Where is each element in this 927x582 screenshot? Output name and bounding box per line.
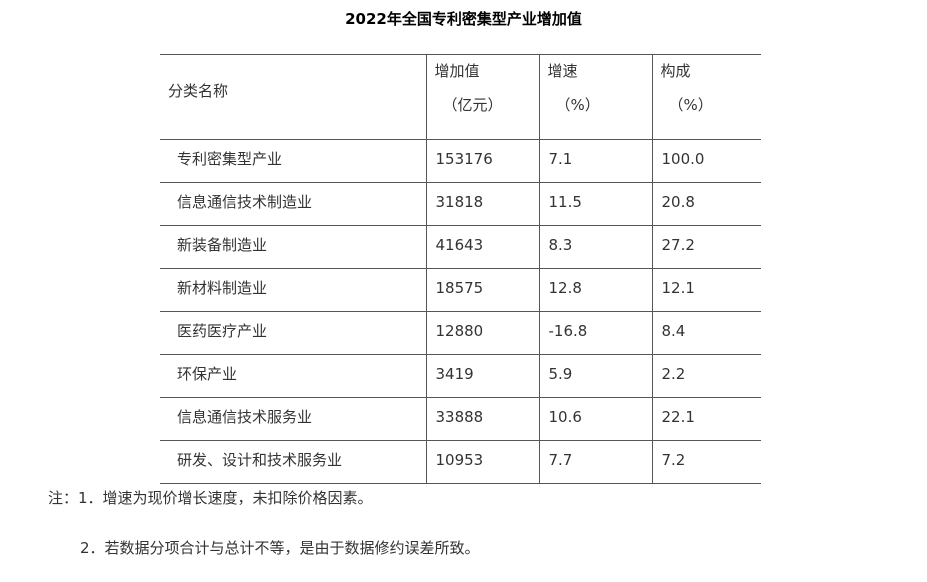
row-share-cell: 20.8: [651, 182, 761, 226]
row-growth-cell: 10.6: [538, 397, 652, 441]
table-row: 信息通信技术制造业 31818 11.5 20.8: [160, 182, 761, 226]
header-share-label: 构成: [660, 62, 691, 80]
row-growth-cell: 7.7: [538, 440, 652, 484]
table-row: 医药医疗产业 12880 -16.8 8.4: [160, 311, 761, 355]
row-value-cell: 33888: [425, 397, 539, 441]
row-share: 22.1: [661, 408, 695, 426]
header-value-label: 增加值: [434, 62, 480, 80]
row-growth-cell: 8.3: [538, 225, 652, 269]
row-category-name-cell: 医药医疗产业: [160, 311, 426, 355]
footnote-2: 2．若数据分项合计与总计不等，是由于数据修约误差所致。: [80, 539, 480, 557]
header-name-cell: 分类名称: [160, 54, 426, 140]
row-category-name-cell: 专利密集型产业: [160, 139, 426, 183]
row-growth-cell: 12.8: [538, 268, 652, 312]
row-growth: 7.1: [548, 150, 573, 168]
row-share: 20.8: [661, 193, 695, 211]
row-value: 12880: [435, 322, 484, 340]
table-row: 研发、设计和技术服务业 10953 7.7 7.2: [160, 440, 761, 484]
table-row: 新装备制造业 41643 8.3 27.2: [160, 225, 761, 269]
row-value: 3419: [435, 365, 474, 383]
row-growth: 12.8: [548, 279, 582, 297]
row-share-cell: 2.2: [651, 354, 761, 398]
row-category-name-cell: 研发、设计和技术服务业: [160, 440, 426, 484]
row-share-cell: 100.0: [651, 139, 761, 183]
row-value-cell: 41643: [425, 225, 539, 269]
row-growth: -16.8: [548, 322, 588, 340]
row-value-cell: 31818: [425, 182, 539, 226]
header-value-unit: （亿元）: [442, 96, 503, 114]
row-share-cell: 7.2: [651, 440, 761, 484]
row-share: 27.2: [661, 236, 695, 254]
row-value: 31818: [435, 193, 484, 211]
row-share-cell: 8.4: [651, 311, 761, 355]
row-value-cell: 10953: [425, 440, 539, 484]
table-row: 新材料制造业 18575 12.8 12.1: [160, 268, 761, 312]
table-row: 信息通信技术服务业 33888 10.6 22.1: [160, 397, 761, 441]
row-growth: 11.5: [548, 193, 582, 211]
row-growth: 5.9: [548, 365, 573, 383]
row-growth-cell: 5.9: [538, 354, 652, 398]
footnote-1: 注：1．增速为现价增长速度，未扣除价格因素。: [48, 489, 373, 507]
row-category-name: 新装备制造业: [177, 236, 268, 254]
row-category-name: 新材料制造业: [177, 279, 268, 297]
row-category-name-cell: 环保产业: [160, 354, 426, 398]
row-share-cell: 12.1: [651, 268, 761, 312]
row-share-cell: 27.2: [651, 225, 761, 269]
row-value-cell: 18575: [425, 268, 539, 312]
industry-value-table: 分类名称 增加值 （亿元） 增速 （%） 构成 （%） 专利密集型产业 15317…: [160, 54, 761, 484]
row-share: 2.2: [661, 365, 686, 383]
row-category-name-cell: 信息通信技术制造业: [160, 182, 426, 226]
table-row: 专利密集型产业 153176 7.1 100.0: [160, 139, 761, 183]
row-value: 10953: [435, 451, 484, 469]
row-growth-cell: 7.1: [538, 139, 652, 183]
header-name: 分类名称: [168, 82, 229, 100]
row-value: 18575: [435, 279, 484, 297]
header-share-cell: 构成 （%）: [651, 54, 761, 140]
row-category-name: 研发、设计和技术服务业: [177, 451, 343, 469]
row-growth: 10.6: [548, 408, 582, 426]
page-title: 2022年全国专利密集型产业增加值: [345, 10, 582, 28]
row-value: 33888: [435, 408, 484, 426]
row-category-name: 环保产业: [177, 365, 238, 383]
row-growth: 8.3: [548, 236, 573, 254]
row-share: 12.1: [661, 279, 695, 297]
row-category-name-cell: 新装备制造业: [160, 225, 426, 269]
row-value-cell: 12880: [425, 311, 539, 355]
row-value-cell: 3419: [425, 354, 539, 398]
row-category-name-cell: 新材料制造业: [160, 268, 426, 312]
row-value-cell: 153176: [425, 139, 539, 183]
header-growth-unit: （%）: [555, 96, 600, 114]
row-share: 7.2: [661, 451, 686, 469]
row-category-name: 信息通信技术制造业: [177, 193, 313, 211]
header-growth-label: 增速: [547, 62, 578, 80]
row-category-name: 专利密集型产业: [177, 150, 283, 168]
row-share-cell: 22.1: [651, 397, 761, 441]
header-share-unit: （%）: [668, 96, 713, 114]
row-category-name-cell: 信息通信技术服务业: [160, 397, 426, 441]
row-category-name: 医药医疗产业: [177, 322, 268, 340]
row-share: 100.0: [661, 150, 705, 168]
row-growth: 7.7: [548, 451, 573, 469]
row-value: 41643: [435, 236, 484, 254]
table-row: 环保产业 3419 5.9 2.2: [160, 354, 761, 398]
row-value: 153176: [435, 150, 493, 168]
row-growth-cell: 11.5: [538, 182, 652, 226]
row-share: 8.4: [661, 322, 686, 340]
row-category-name: 信息通信技术服务业: [177, 408, 313, 426]
table-header-row: 分类名称 增加值 （亿元） 增速 （%） 构成 （%）: [160, 54, 761, 140]
table-body: 专利密集型产业 153176 7.1 100.0 信息通信技术制造业 31818 11.5 2…: [160, 139, 761, 484]
header-value-cell: 增加值 （亿元）: [425, 54, 539, 140]
header-growth-cell: 增速 （%）: [538, 54, 652, 140]
row-growth-cell: -16.8: [538, 311, 652, 355]
